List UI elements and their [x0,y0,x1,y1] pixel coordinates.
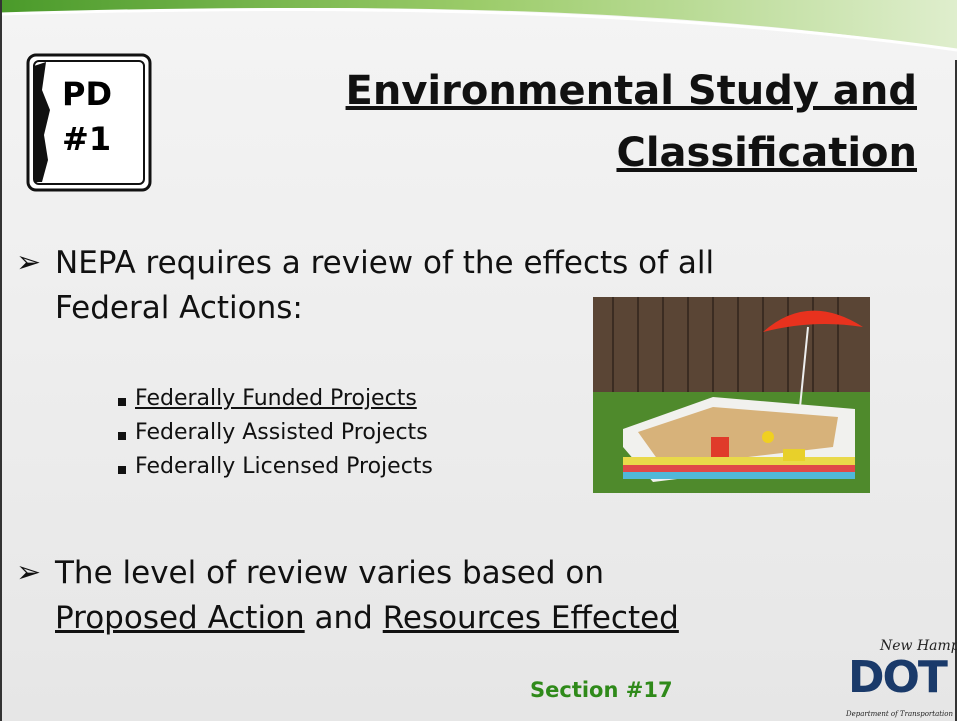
badge-line: #1 [62,120,111,158]
sandbox-photo [593,297,870,493]
bullet-text: Federal Actions: [55,290,303,326]
badge-line: PD [62,75,112,113]
section-label: Section #17 [530,678,673,702]
bullet-text: and [315,600,373,636]
arrow-bullet: ➢ [16,245,41,280]
slide: PD #1 Environmental Study and Classifica… [0,0,957,721]
sub-bullet: Federally Assisted Projects [135,420,428,445]
sub-bullet-marker [118,432,126,440]
bullet-link: Proposed Action [55,600,305,636]
title-line: Environmental Study and [346,68,917,114]
sub-bullet-marker [118,466,126,474]
bullet-text: Proposed Action and Resources Effected [55,600,679,636]
title-line: Classification [616,130,917,176]
logo-bottom: Department of Transportation [846,710,953,718]
logo-main: DOT [848,652,946,703]
sub-bullet-marker [118,398,126,406]
bullet-link: Resources Effected [383,600,679,636]
arrow-bullet: ➢ [16,555,41,590]
sub-bullet: Federally Licensed Projects [135,454,433,479]
sub-bullet: Federally Funded Projects [135,386,417,411]
bullet-text: NEPA requires a review of the effects of… [55,245,714,281]
bullet-text: The level of review varies based on [55,555,604,591]
